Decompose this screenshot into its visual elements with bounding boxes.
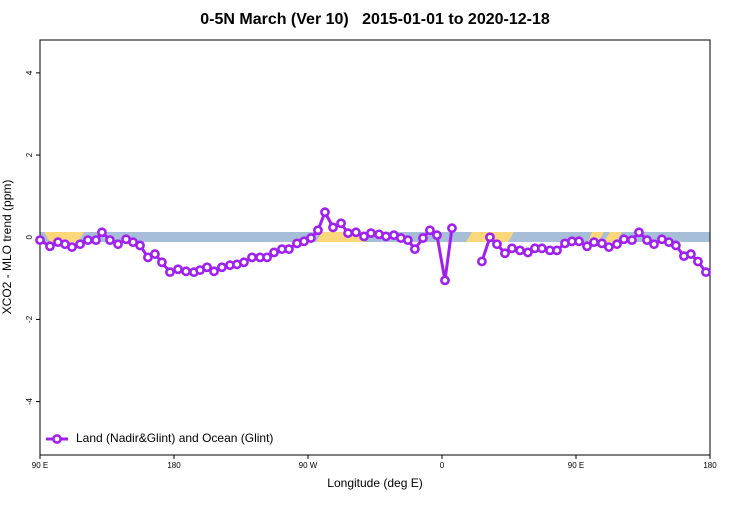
data-point xyxy=(477,256,487,267)
data-point xyxy=(642,235,652,246)
legend-label: Land (Nadir&Glint) and Ocean (Glint) xyxy=(76,431,273,445)
data-point xyxy=(589,237,599,248)
data-point xyxy=(239,257,249,268)
data-point xyxy=(597,238,607,249)
data-point xyxy=(83,235,93,246)
data-point xyxy=(552,245,562,256)
data-point xyxy=(403,235,413,246)
data-point xyxy=(343,228,353,239)
data-point xyxy=(209,266,219,277)
data-point xyxy=(381,231,391,242)
legend-swatch-marker xyxy=(52,434,62,444)
data-point xyxy=(485,232,495,243)
data-point xyxy=(284,244,294,255)
x-tick-label: 90 E xyxy=(568,461,584,470)
data-point xyxy=(91,235,101,246)
data-point xyxy=(45,241,55,252)
data-point xyxy=(447,223,457,234)
data-point xyxy=(686,249,696,259)
data-point xyxy=(612,239,622,250)
data-point xyxy=(247,252,257,263)
data-point xyxy=(671,240,681,251)
data-point xyxy=(523,247,533,258)
data-point xyxy=(269,247,279,258)
data-point xyxy=(113,239,123,250)
x-tick-label: 180 xyxy=(167,461,181,470)
y-tick-label: 4 xyxy=(25,70,34,75)
data-point xyxy=(181,266,191,277)
data-point xyxy=(604,242,614,252)
data-point xyxy=(165,267,175,278)
data-point xyxy=(306,233,316,243)
data-point xyxy=(537,243,547,254)
data-point xyxy=(440,275,450,286)
data-point xyxy=(634,227,644,238)
data-point xyxy=(75,239,85,250)
data-point xyxy=(105,235,115,246)
data-point xyxy=(150,249,160,259)
data-point xyxy=(500,248,510,259)
data-point xyxy=(135,240,145,251)
x-tick-label: 90 W xyxy=(299,461,318,470)
data-point xyxy=(173,264,183,275)
x-tick-label: 0 xyxy=(440,461,445,470)
data-point xyxy=(202,262,212,273)
data-point xyxy=(574,236,584,247)
y-tick-label: -2 xyxy=(25,315,34,323)
data-point xyxy=(507,243,517,254)
y-tick-label: 0 xyxy=(25,234,34,239)
data-point xyxy=(97,227,107,238)
data-point xyxy=(627,235,637,246)
y-tick-label: 2 xyxy=(25,152,34,157)
data-point xyxy=(649,239,659,250)
data-point xyxy=(693,256,703,267)
x-axis-title: Longitude (deg E) xyxy=(327,476,422,490)
data-point xyxy=(582,241,592,252)
plot-frame xyxy=(39,39,711,456)
data-point xyxy=(432,230,442,241)
data-point xyxy=(418,233,428,243)
data-point xyxy=(515,245,525,256)
data-point xyxy=(619,234,629,245)
x-tick-label: 180 xyxy=(703,461,717,470)
legend: Land (Nadir&Glint) and Ocean (Glint) xyxy=(46,431,273,445)
data-point xyxy=(262,252,272,263)
y-axis-title: XCO2 - MLO trend (ppm) xyxy=(0,180,14,315)
data-point xyxy=(328,222,338,233)
chart-title: 0-5N March (Ver 10) 2015-01-01 to 2020-1… xyxy=(200,11,550,28)
data-point xyxy=(320,207,330,218)
data-point xyxy=(35,235,45,246)
data-point xyxy=(366,228,376,239)
data-point xyxy=(217,262,227,273)
data-point xyxy=(67,242,77,252)
data-point xyxy=(410,244,420,255)
data-point xyxy=(425,225,435,236)
x-tick-label: 90 E xyxy=(32,461,48,470)
data-point xyxy=(492,239,502,250)
data-point xyxy=(157,257,167,268)
data-point xyxy=(351,227,361,238)
data-point xyxy=(313,225,323,236)
data-point xyxy=(701,267,711,278)
data-point xyxy=(336,218,346,229)
y-tick-label: -4 xyxy=(25,397,34,405)
